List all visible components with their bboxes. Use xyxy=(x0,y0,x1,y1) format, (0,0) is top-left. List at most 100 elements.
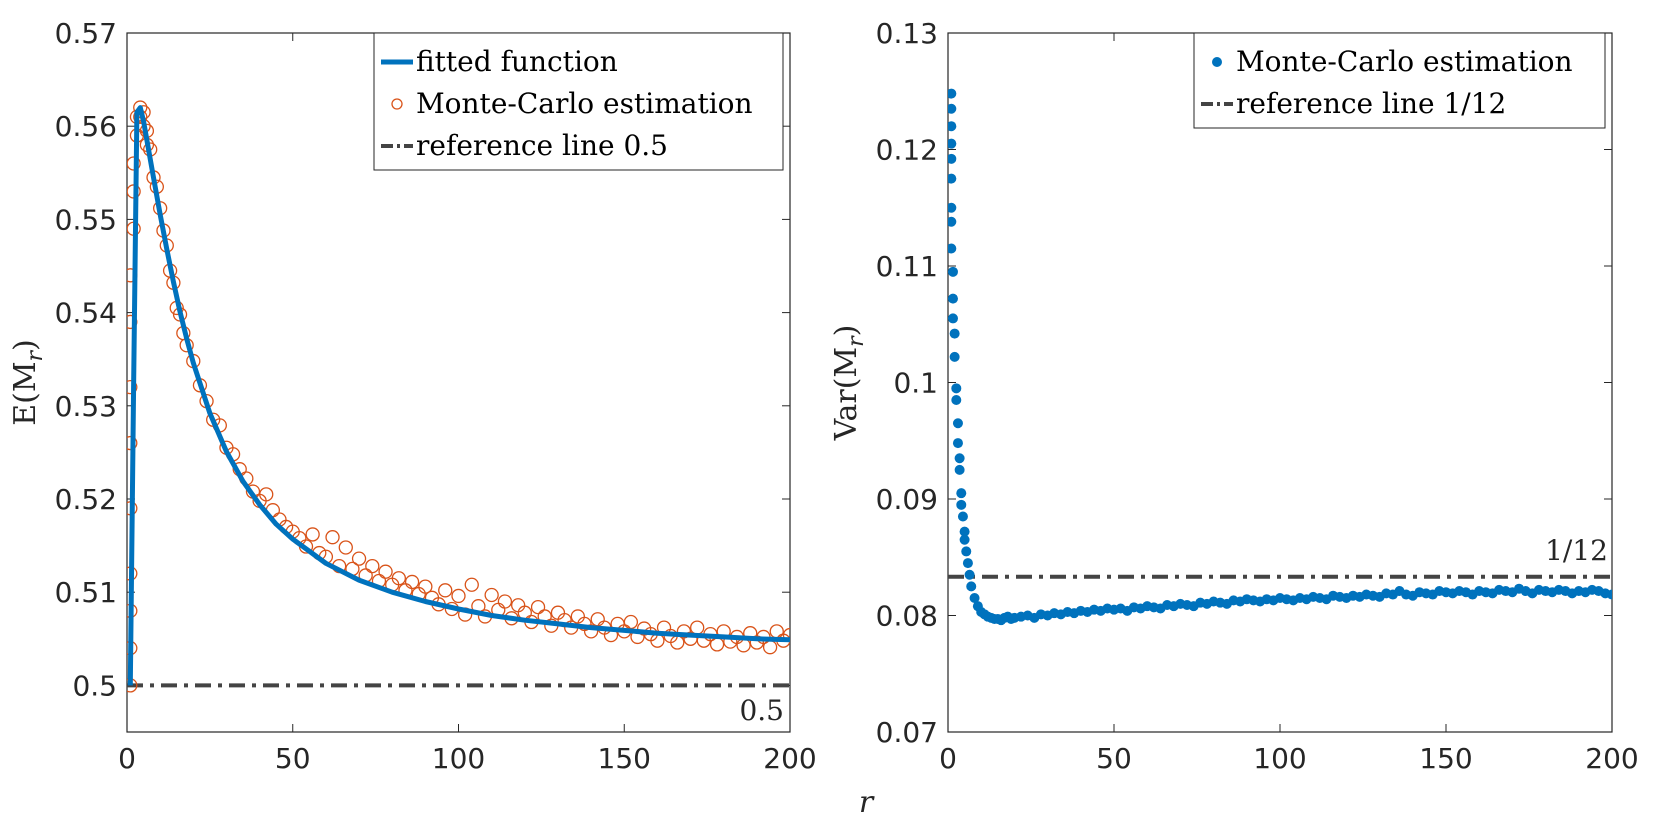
shared-x-axis-label: r xyxy=(859,785,875,820)
y-axis-label-close: ) xyxy=(829,325,864,337)
legend-marker-sample xyxy=(391,98,403,110)
mc-point xyxy=(325,530,340,545)
mc-point xyxy=(484,587,499,603)
legend-entry-label: Monte-Carlo estimation xyxy=(1236,45,1573,78)
legend-entry-label: reference line 0.5 xyxy=(416,129,668,162)
mc-point xyxy=(948,266,958,277)
mc-point xyxy=(305,527,320,542)
mc-point xyxy=(954,453,965,464)
y-tick-label: 0.08 xyxy=(876,600,938,633)
mc-point xyxy=(948,121,957,132)
mc-point xyxy=(451,588,466,604)
legend-entry-label: reference line 1/12 xyxy=(1236,87,1506,120)
mc-point xyxy=(259,487,274,502)
mc-point xyxy=(127,380,138,395)
x-tick-label: 100 xyxy=(1253,742,1306,775)
mc-point xyxy=(956,499,967,510)
mc-point xyxy=(127,435,138,451)
legend: fitted function Monte-Carlo estimation ref… xyxy=(373,32,784,171)
y-tick-label: 0.55 xyxy=(55,203,117,236)
fitted-function-line xyxy=(127,105,790,686)
mc-point xyxy=(954,464,965,475)
x-tick-label: 200 xyxy=(1585,742,1638,775)
mc-point xyxy=(1607,589,1612,600)
y-axis-label-sub: r xyxy=(23,349,48,361)
plot-area xyxy=(127,100,790,693)
mc-point xyxy=(952,418,963,429)
mc-point xyxy=(404,574,420,590)
mc-point xyxy=(957,511,968,522)
y-axis-label: Var(Mr) xyxy=(829,325,869,442)
y-tick-label: 0.54 xyxy=(55,297,117,330)
mc-point xyxy=(948,138,957,149)
y-tick-label: 0.51 xyxy=(55,576,117,609)
mc-point xyxy=(951,394,962,405)
mc-point xyxy=(961,546,972,557)
mc-point xyxy=(948,216,957,227)
mc-point xyxy=(418,579,433,594)
mc-point xyxy=(338,540,353,555)
y-axis-label-close: ) xyxy=(8,339,43,351)
mc-point xyxy=(948,103,957,114)
x-tick-label: 0 xyxy=(939,742,957,775)
mc-point xyxy=(966,581,977,592)
mc-point xyxy=(964,569,975,580)
y-axis-label-sub: r xyxy=(844,335,869,347)
x-tick-label: 50 xyxy=(275,742,311,775)
mc-point xyxy=(956,488,967,499)
mc-point xyxy=(464,577,479,592)
legend-entry-label: fitted function xyxy=(416,45,618,78)
y-tick-label: 0.56 xyxy=(55,110,117,143)
mc-point xyxy=(438,583,453,598)
x-tick-label: 0 xyxy=(118,742,136,775)
legend: Monte-Carlo estimation reference line 1/1… xyxy=(1193,32,1606,129)
mc-point xyxy=(948,293,958,304)
y-tick-label: 0.53 xyxy=(55,390,117,423)
mc-point xyxy=(583,624,599,639)
plot-area xyxy=(948,88,1612,626)
y-tick-label: 0.13 xyxy=(876,17,938,50)
mc-point xyxy=(948,88,957,99)
legend-entry-label: Monte-Carlo estimation xyxy=(416,87,753,120)
reference-line-label: 1/12 xyxy=(1545,534,1608,567)
legend-box xyxy=(1193,32,1606,129)
mc-point xyxy=(952,438,963,449)
x-tick-label: 200 xyxy=(763,742,816,775)
mc-point xyxy=(530,599,546,615)
mc-point xyxy=(365,558,380,574)
mc-point xyxy=(391,571,406,586)
y-tick-label: 0.57 xyxy=(55,17,117,50)
mc-point xyxy=(962,558,973,569)
chart-variance: 0 50 100 150 200 0.07 0.08 0.09 0.1 0.11 0.12 0.13 V… xyxy=(829,17,1639,775)
legend-marker-sample xyxy=(1212,57,1222,67)
mc-point xyxy=(948,153,957,164)
mc-point xyxy=(951,383,962,394)
mc-point xyxy=(351,551,367,566)
x-tick-label: 150 xyxy=(598,742,651,775)
legend-box xyxy=(373,32,784,171)
y-tick-label: 0.1 xyxy=(893,367,938,400)
mc-point xyxy=(948,313,958,324)
x-tick-label: 50 xyxy=(1096,742,1132,775)
mc-point xyxy=(949,328,960,339)
y-tick-label: 0.5 xyxy=(72,669,117,702)
mc-point xyxy=(782,627,790,643)
y-axis-label-main: E(M xyxy=(8,361,43,425)
y-tick-label: 0.07 xyxy=(876,716,938,749)
mc-point xyxy=(948,173,957,184)
mc-point xyxy=(969,593,980,604)
mc-point xyxy=(959,534,970,545)
x-tick-label: 100 xyxy=(432,742,485,775)
mc-point xyxy=(948,243,957,254)
chart-mean: 0 50 100 150 200 0.5 0.51 0.52 0.53 0.54 0.55 0.56 0… xyxy=(8,17,817,775)
reference-line-label: 0.5 xyxy=(739,694,784,727)
y-axis-label: E(Mr) xyxy=(8,339,48,426)
mc-point xyxy=(948,202,957,213)
axes-box xyxy=(947,32,1613,733)
y-axis-label-main: Var(M xyxy=(829,347,864,442)
mc-point xyxy=(949,351,960,362)
y-tick-label: 0.11 xyxy=(876,250,938,283)
mc-point xyxy=(378,564,393,579)
mc-point xyxy=(497,594,513,609)
